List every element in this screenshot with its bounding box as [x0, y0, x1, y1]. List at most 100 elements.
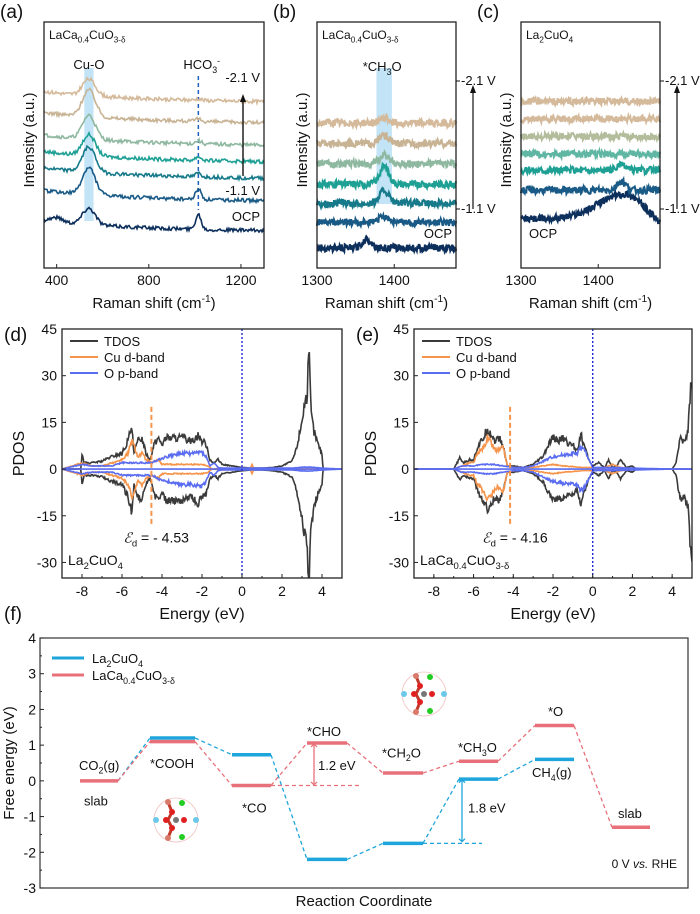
- spectrum--15V: [43, 130, 265, 165]
- panel-label: (d): [4, 325, 27, 346]
- spectrum-OCP: [43, 206, 265, 234]
- plot-frame: [316, 21, 457, 269]
- raman-panel-b: (b) 1300 1400 LaCa0.4CuO3-δ *CH3O Raman shift…: [273, 2, 496, 312]
- dos-curve-tdos-up: [62, 351, 342, 470]
- hco3-label: HCO3-: [183, 56, 220, 75]
- plot-frame: [43, 21, 265, 269]
- spectrum--21V: [316, 112, 458, 131]
- text-part: -1: [638, 294, 647, 305]
- x-tick-label: -2: [196, 583, 209, 599]
- sample-label: LaCa0.4CuO3-δ: [322, 28, 399, 45]
- legend-label: LaCa0.4CuO3-δ: [92, 668, 175, 686]
- atom: [179, 834, 185, 840]
- text-part: *CH: [363, 59, 387, 74]
- text-part: 2: [106, 659, 111, 669]
- atom: [179, 800, 185, 806]
- level-label-co: *CO: [242, 801, 267, 816]
- spectrum-OCP: [316, 234, 458, 256]
- dos-curve-o-p-band-down: [62, 468, 342, 489]
- text-part: ): [647, 295, 652, 312]
- spectrum--19V: [315, 131, 458, 151]
- text-part: 0.4: [453, 561, 467, 572]
- text-part: ℰ: [482, 530, 492, 546]
- spectrum--15V: [316, 161, 458, 192]
- x-tick-label: 4: [318, 583, 326, 599]
- energy-connector: [194, 741, 233, 786]
- gap-label-1-2eV: 1.2 eV: [318, 758, 356, 773]
- atom: [427, 708, 433, 714]
- spectrum--13V: [315, 186, 458, 211]
- text-part: Raman shift (cm: [92, 295, 201, 312]
- atom: [401, 691, 407, 697]
- d-band-center-label: ℰd = - 4.16: [482, 530, 548, 550]
- cooh-structure-inset: [153, 797, 199, 843]
- text-part: CuO: [89, 552, 118, 568]
- text-part: 3: [387, 67, 392, 77]
- level-label-ch2o: *CH2O: [382, 745, 421, 763]
- ocp-label: OCP: [424, 226, 452, 241]
- spectrum--17V: [519, 129, 662, 144]
- atom: [181, 817, 187, 823]
- text-part: CuO: [467, 552, 496, 568]
- x-tick-label: 1400: [583, 272, 614, 288]
- text-part: O: [411, 745, 421, 760]
- plot-area: [414, 382, 692, 562]
- y-tick-label: 0: [49, 461, 57, 477]
- x-axis-label: Energy (eV): [159, 606, 244, 623]
- text-part: vs.: [633, 857, 648, 871]
- x-axis-label: Raman shift (cm-1): [529, 294, 652, 312]
- text-part: d: [491, 539, 496, 550]
- text-part: 0.4: [351, 36, 363, 45]
- text-part: La: [68, 552, 84, 568]
- sample-label: LaCa0.4CuO3-δ: [49, 28, 126, 45]
- x-tick-label: -2: [547, 583, 560, 599]
- energy-connector: [346, 742, 384, 774]
- atom: [413, 673, 419, 679]
- arrow-head-icon: [470, 85, 476, 93]
- y-tick-label: 2: [28, 701, 36, 717]
- text-part: ): [211, 295, 216, 312]
- text-part: CuO: [111, 651, 138, 666]
- text-part: 3-δ: [114, 36, 126, 45]
- ocp-label: OCP: [232, 209, 260, 224]
- spectrum--17V: [315, 148, 458, 171]
- text-part: 4: [138, 659, 143, 669]
- arrow-head-icon: [458, 838, 466, 843]
- atom: [421, 691, 427, 697]
- x-tick-label: 1300: [301, 272, 332, 288]
- arrow-head-icon: [240, 94, 246, 102]
- gap-label-1-8eV: 1.8 eV: [468, 801, 506, 816]
- text-part: LaCa: [322, 28, 351, 42]
- highlight-band: [84, 68, 94, 221]
- text-part: = - 4.53: [137, 530, 189, 546]
- x-tick-label: -4: [507, 583, 520, 599]
- text-part: CuO: [362, 28, 387, 42]
- x-tick-label: 0: [589, 583, 597, 599]
- level-label-slab-final: slab: [618, 806, 642, 821]
- y-tick-label: 3: [28, 666, 36, 682]
- atom: [441, 691, 447, 697]
- atom: [153, 817, 159, 823]
- y-axis-label: Free energy (eV): [1, 706, 18, 819]
- text-part: O: [392, 59, 402, 74]
- text-part: 3: [482, 748, 487, 758]
- text-part: 3: [212, 65, 217, 75]
- atom: [163, 817, 169, 823]
- voltage-label-bottom: -1.1 V: [461, 201, 496, 216]
- y-tick-label: 45: [393, 321, 409, 337]
- arrow-head-icon: [458, 778, 466, 784]
- atom: [411, 691, 417, 697]
- spectrum--19V: [43, 87, 265, 126]
- voltage-label-top: -2.1 V: [225, 70, 260, 85]
- text-part: ℰ: [123, 530, 133, 546]
- panel-label: (b): [273, 2, 296, 23]
- y-tick-label: -30: [37, 554, 57, 570]
- atom: [413, 709, 419, 715]
- text-part: CH: [532, 765, 551, 780]
- text-part: 2: [406, 753, 411, 763]
- x-tick-label: -6: [116, 583, 129, 599]
- voltage-label-top: -2.1 V: [665, 73, 700, 88]
- y-tick-label: 0: [401, 461, 409, 477]
